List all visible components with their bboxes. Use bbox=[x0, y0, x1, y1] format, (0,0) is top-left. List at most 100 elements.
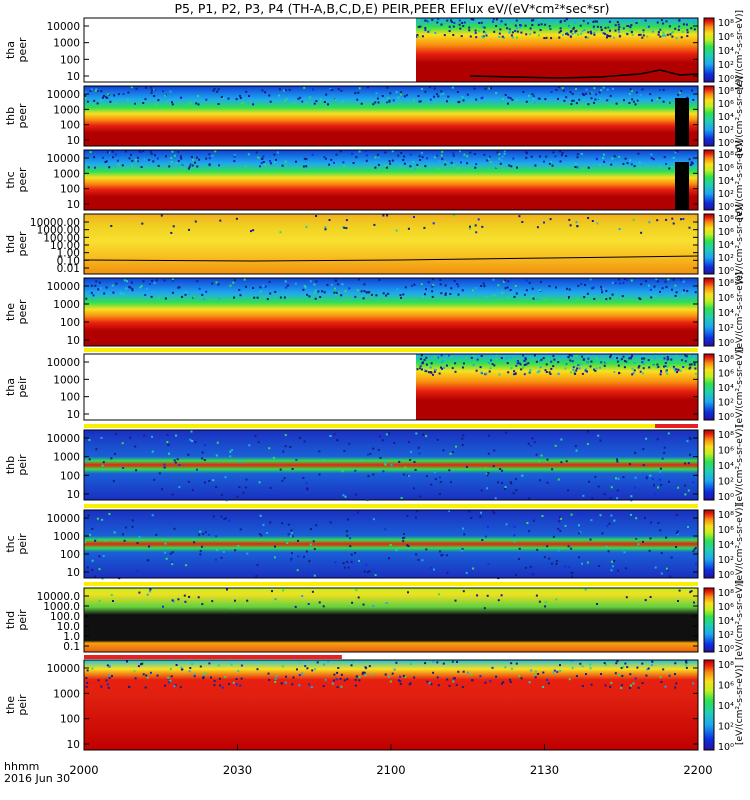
x-tick-label: 2130 bbox=[530, 763, 559, 777]
x-tick-label: 2100 bbox=[376, 763, 405, 777]
colorbar-tick-label: 10⁴ bbox=[718, 616, 734, 627]
colorbar-tick-label: 10⁴ bbox=[718, 112, 734, 123]
status-bar bbox=[84, 424, 656, 428]
svg-text:[eV/(cm²-s-sr-eV)]: [eV/(cm²-s-sr-eV)] bbox=[735, 347, 745, 427]
panel-image bbox=[84, 86, 698, 146]
panel-image bbox=[84, 278, 698, 346]
svg-text:peir: peir bbox=[16, 609, 29, 631]
panel-frame bbox=[83, 85, 699, 147]
colorbar-unit-label: [eV/(cm²-s-sr-eV)] bbox=[735, 425, 745, 505]
y-tick-label: 0.01 bbox=[57, 263, 80, 275]
svg-text:tha: tha bbox=[4, 41, 17, 59]
svg-text:peir: peir bbox=[16, 376, 29, 398]
panel-image bbox=[84, 660, 698, 750]
panel-speckle bbox=[110, 214, 691, 234]
colorbar-tick-label: 10⁶ bbox=[718, 99, 734, 110]
colorbar-tick-label: 10⁶ bbox=[718, 163, 734, 174]
y-tick-label: 10000 bbox=[47, 357, 80, 369]
colorbar-tick-label: 10⁶ bbox=[718, 293, 734, 304]
panel-frame bbox=[83, 587, 699, 653]
panel-speckle bbox=[87, 150, 694, 170]
colorbar: 10⁰ 10² 10⁴ 10⁶ 10⁸ [eV/(cm²-s-sr-eV)] bbox=[703, 140, 745, 220]
colorbar-unit-label: [eV/(cm²-s-sr-eV)] bbox=[735, 347, 745, 427]
colorbar-tick-label: 10⁰ bbox=[718, 644, 734, 655]
y-tick-label: 1000 bbox=[53, 168, 80, 180]
colorbar-unit-label: [eV/(cm²-s-sr-eV)] bbox=[735, 580, 745, 660]
colorbar-tick-label: 10⁴ bbox=[718, 461, 734, 472]
colorbar-tick-label: 10⁴ bbox=[718, 383, 734, 394]
y-tick-label: 1000.0 bbox=[43, 601, 80, 613]
colorbar: 10⁰ 10² 10⁴ 10⁶ 10⁸ [eV/(cm²-s-sr-eV)] bbox=[703, 347, 745, 427]
svg-text:the: the bbox=[4, 303, 17, 321]
svg-text:peer: peer bbox=[16, 37, 29, 63]
colorbar-tick-label: 10⁸ bbox=[718, 354, 734, 365]
panel-image bbox=[416, 354, 698, 420]
figure-title: P5, P1, P2, P3, P4 (TH-A,B,C,D,E) PEIR,P… bbox=[174, 1, 609, 16]
colorbar: 10⁰ 10² 10⁴ 10⁶ 10⁸ [eV/(cm²-s-sr-eV)] bbox=[703, 659, 745, 753]
colorbar-tick-label: 10² bbox=[718, 555, 734, 566]
y-tick-label: 10.0 bbox=[57, 621, 80, 633]
y-tick-label: 1000 bbox=[53, 688, 80, 700]
colorbar-tick-label: 10⁶ bbox=[718, 602, 734, 613]
y-tick-label: 1000 bbox=[53, 299, 80, 311]
y-axis-label: thb peer bbox=[4, 103, 29, 129]
svg-text:thc: thc bbox=[4, 535, 17, 552]
colorbar-tick-label: 10² bbox=[718, 125, 734, 136]
y-tick-label: 10000 bbox=[47, 89, 80, 101]
y-tick-label: 100 bbox=[60, 54, 80, 66]
svg-text:peer: peer bbox=[16, 299, 29, 325]
svg-text:peir: peir bbox=[16, 454, 29, 476]
panel-frame bbox=[83, 149, 699, 211]
svg-text:[eV/(cm²-s-sr-eV)]: [eV/(cm²-s-sr-eV)] bbox=[735, 272, 745, 352]
colorbar-tick-label: 10⁰ bbox=[718, 138, 734, 149]
colorbar-tick-label: 10⁸ bbox=[718, 278, 734, 289]
svg-text:the: the bbox=[4, 696, 17, 714]
colorbar-tick-label: 10⁸ bbox=[718, 150, 734, 161]
colorbar-unit-label: [eV/(cm²-s-sr-eV)] bbox=[735, 204, 745, 284]
y-tick-label: 1000 bbox=[53, 374, 80, 386]
panel-frame bbox=[83, 277, 699, 347]
colorbar-unit-label: [eV/(cm²-s-sr-eV)] bbox=[735, 665, 745, 745]
panel-the-peir: 10000 1000 100 10 the peir 10⁰ 10² 10⁴ 10⁶ 10⁸ [eV/… bbox=[4, 659, 745, 753]
svg-text:peer: peer bbox=[16, 167, 29, 193]
colorbar-tick-label: 10² bbox=[718, 477, 734, 488]
panel-speckle bbox=[416, 18, 696, 40]
colorbar-tick-label: 10⁸ bbox=[718, 430, 734, 441]
y-tick-label: 10 bbox=[67, 739, 80, 751]
colorbar-tick-label: 10² bbox=[718, 253, 734, 264]
svg-text:[eV/(cm²-s-sr-eV)]: [eV/(cm²-s-sr-eV)] bbox=[735, 580, 745, 660]
panel-speckle bbox=[98, 588, 695, 610]
x-tick-label: 2030 bbox=[223, 763, 252, 777]
colorbar-tick-label: 10⁸ bbox=[718, 510, 734, 521]
y-tick-label: 10 bbox=[67, 567, 80, 579]
y-tick-label: 10000 bbox=[47, 433, 80, 445]
colorbar-tick-label: 10⁴ bbox=[718, 540, 734, 551]
colorbar: 10⁰ 10² 10⁴ 10⁶ 10⁸ [eV/(cm²-s-sr-eV)] bbox=[703, 580, 745, 660]
y-tick-label: 100 bbox=[60, 317, 80, 329]
svg-text:peir: peir bbox=[16, 533, 29, 555]
panel-frame bbox=[83, 353, 699, 421]
svg-text:thd: thd bbox=[4, 611, 17, 629]
colorbar-tick-label: 10⁰ bbox=[718, 266, 734, 277]
svg-text:[eV/(cm²-s-sr-eV)]: [eV/(cm²-s-sr-eV)] bbox=[735, 76, 745, 156]
y-axis-label: thd peer bbox=[4, 231, 29, 257]
colorbar-tick-label: 10⁰ bbox=[718, 492, 734, 503]
panel-speckle bbox=[84, 510, 697, 580]
panel-frame bbox=[83, 17, 699, 83]
svg-text:peir: peir bbox=[16, 694, 29, 716]
svg-text:peer: peer bbox=[16, 103, 29, 129]
y-tick-label: 1000.00 bbox=[37, 225, 80, 237]
colorbar: 10⁰ 10² 10⁴ 10⁶ 10⁸ [eV/(cm²-s-sr-eV)] bbox=[703, 272, 745, 352]
colorbar-tick-label: 10⁴ bbox=[718, 46, 734, 57]
panel-thb-peir: 10000 1000 100 10 thb peir 10⁰ 10² 10⁴ 10⁶ 10⁸ [eV/… bbox=[4, 425, 745, 505]
colorbar-tick-label: 10⁸ bbox=[718, 18, 734, 29]
colorbar-unit-label: [eV/(cm²-s-sr-eV)] bbox=[735, 10, 745, 90]
y-axis-label: thd peir bbox=[4, 609, 29, 631]
y-tick-label: 1000 bbox=[53, 531, 80, 543]
colorbar-tick-label: 10⁶ bbox=[718, 446, 734, 457]
y-tick-label: 1.0 bbox=[63, 631, 80, 643]
colorbar-tick-label: 10⁰ bbox=[718, 202, 734, 213]
